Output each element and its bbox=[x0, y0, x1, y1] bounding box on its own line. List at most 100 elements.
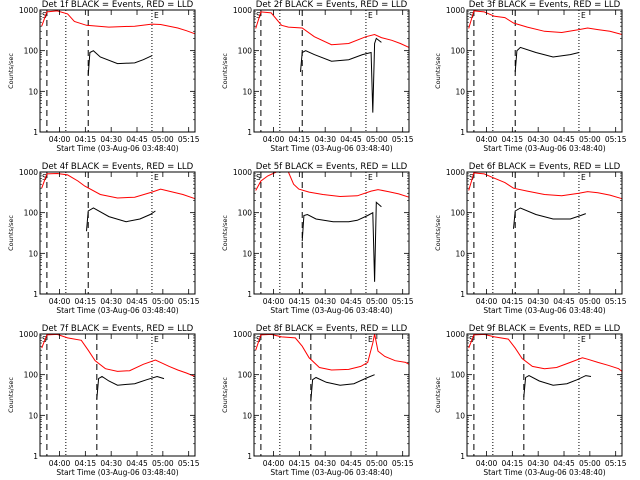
y-tick-label: 100 bbox=[24, 209, 39, 218]
start-marker-label: S bbox=[42, 173, 47, 182]
y-tick-label: 1000 bbox=[446, 330, 465, 339]
x-tick-label: 05:15 bbox=[392, 135, 414, 144]
x-tick-label: 05:00 bbox=[152, 297, 174, 306]
x-tick-label: 05:15 bbox=[605, 459, 627, 468]
y-tick-label: 10 bbox=[455, 411, 465, 420]
x-tick-label: 04:45 bbox=[340, 135, 362, 144]
x-tick-label: 04:00 bbox=[476, 135, 498, 144]
plot-frame bbox=[253, 171, 410, 295]
end-marker-label: E bbox=[154, 335, 159, 344]
y-tick-label: 1 bbox=[460, 290, 465, 299]
end-marker-label: E bbox=[368, 173, 373, 182]
panel-title: Det 1f BLACK = Events, RED = LLD bbox=[42, 0, 194, 10]
x-tick-label: 05:00 bbox=[579, 297, 601, 306]
events-series-line bbox=[300, 37, 382, 113]
end-marker-label: E bbox=[581, 335, 586, 344]
events-series-line bbox=[514, 46, 580, 72]
x-tick-label: 04:30 bbox=[527, 135, 549, 144]
x-tick-label: 04:45 bbox=[553, 135, 575, 144]
x-tick-label: 04:45 bbox=[126, 297, 148, 306]
start-marker-label: S bbox=[469, 173, 474, 182]
x-tick-label: 04:15 bbox=[502, 135, 524, 144]
x-tick-label: 05:15 bbox=[392, 459, 414, 468]
lld-series-line bbox=[41, 333, 196, 377]
y-tick-label: 1000 bbox=[446, 6, 465, 15]
y-tick-label: 100 bbox=[238, 371, 253, 380]
x-tick-label: 04:30 bbox=[100, 297, 122, 306]
events-series-line bbox=[96, 375, 165, 400]
y-tick-label: 100 bbox=[24, 371, 39, 380]
y-tick-label: 1 bbox=[33, 290, 38, 299]
y-tick-label: 100 bbox=[238, 209, 253, 218]
y-tick-label: 10 bbox=[455, 249, 465, 258]
x-tick-label: 04:15 bbox=[502, 459, 524, 468]
y-tick-label: 1000 bbox=[233, 168, 252, 177]
y-tick-label: 1000 bbox=[19, 168, 38, 177]
y-tick-label: 1 bbox=[247, 128, 252, 137]
end-marker-label: E bbox=[581, 11, 586, 20]
panel-title: Det 7f BLACK = Events, RED = LLD bbox=[42, 324, 194, 334]
start-marker-label: S bbox=[42, 11, 47, 20]
events-series-line bbox=[513, 207, 586, 229]
y-tick-label: 10 bbox=[28, 411, 38, 420]
y-tick-label: 1 bbox=[33, 128, 38, 137]
plot-frame bbox=[39, 171, 196, 295]
x-tick-label: 04:45 bbox=[340, 297, 362, 306]
x-axis-label: Start Time (03-Aug-06 03:48:40) bbox=[270, 468, 392, 477]
x-tick-label: 04:00 bbox=[476, 297, 498, 306]
events-series-line bbox=[87, 50, 153, 76]
x-tick-label: 04:15 bbox=[289, 459, 311, 468]
events-series-line bbox=[523, 375, 592, 398]
x-tick-label: 04:30 bbox=[527, 297, 549, 306]
y-tick-label: 100 bbox=[451, 47, 466, 56]
x-tick-label: 04:45 bbox=[340, 459, 362, 468]
y-tick-label: 1 bbox=[247, 452, 252, 461]
x-tick-label: 04:30 bbox=[100, 459, 122, 468]
start-marker-label: S bbox=[469, 335, 474, 344]
x-tick-label: 05:00 bbox=[579, 459, 601, 468]
x-tick-label: 05:15 bbox=[178, 297, 200, 306]
y-tick-label: 1 bbox=[247, 290, 252, 299]
panel-title: Det 6f BLACK = Events, RED = LLD bbox=[469, 162, 621, 172]
x-axis-label: Start Time (03-Aug-06 03:48:40) bbox=[56, 468, 178, 477]
start-marker-label: S bbox=[256, 335, 261, 344]
plot-frame bbox=[466, 171, 623, 295]
plot-frame bbox=[466, 9, 623, 133]
lld-series-line bbox=[468, 10, 623, 35]
x-tick-label: 04:30 bbox=[314, 135, 336, 144]
y-tick-label: 10 bbox=[28, 87, 38, 96]
y-axis-label: Counts/sec bbox=[221, 53, 229, 89]
x-axis-label: Start Time (03-Aug-06 03:48:40) bbox=[483, 468, 605, 477]
lld-series-line bbox=[41, 172, 196, 200]
y-tick-label: 1000 bbox=[233, 6, 252, 15]
start-marker-label: S bbox=[256, 11, 261, 20]
y-axis-label: Counts/sec bbox=[434, 215, 442, 251]
y-axis-label: Counts/sec bbox=[7, 377, 15, 413]
events-series-line bbox=[301, 201, 382, 282]
end-marker-label: E bbox=[368, 11, 373, 20]
x-tick-label: 05:00 bbox=[366, 297, 388, 306]
end-marker-label: E bbox=[154, 11, 159, 20]
x-tick-label: 05:00 bbox=[152, 459, 174, 468]
y-tick-label: 10 bbox=[28, 249, 38, 258]
x-tick-label: 04:15 bbox=[75, 135, 97, 144]
events-series-line bbox=[310, 374, 375, 402]
y-axis-label: Counts/sec bbox=[221, 215, 229, 251]
x-tick-label: 05:15 bbox=[392, 297, 414, 306]
y-tick-label: 1 bbox=[33, 452, 38, 461]
x-axis-label: Start Time (03-Aug-06 03:48:40) bbox=[56, 144, 178, 153]
panel-title: Det 5f BLACK = Events, RED = LLD bbox=[256, 162, 408, 172]
x-tick-label: 04:00 bbox=[49, 135, 71, 144]
x-tick-label: 04:30 bbox=[314, 297, 336, 306]
y-tick-label: 1 bbox=[460, 452, 465, 461]
plot-frame bbox=[253, 9, 410, 133]
plot-frame bbox=[39, 9, 196, 133]
